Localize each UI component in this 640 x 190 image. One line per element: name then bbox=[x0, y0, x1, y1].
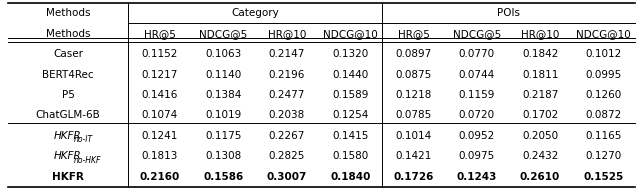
Text: 0.1175: 0.1175 bbox=[205, 131, 241, 141]
Text: 0.1019: 0.1019 bbox=[205, 110, 241, 120]
Text: 0.0952: 0.0952 bbox=[459, 131, 495, 141]
Text: 0.2825: 0.2825 bbox=[269, 151, 305, 161]
Text: 0.1525: 0.1525 bbox=[583, 172, 623, 182]
Text: 0.2050: 0.2050 bbox=[522, 131, 558, 141]
Text: Category: Category bbox=[231, 8, 279, 18]
Text: HR@5: HR@5 bbox=[397, 29, 429, 39]
Text: 0.1589: 0.1589 bbox=[332, 90, 369, 100]
Text: 0.1702: 0.1702 bbox=[522, 110, 558, 120]
Text: 0.1416: 0.1416 bbox=[141, 90, 178, 100]
Text: 0.1421: 0.1421 bbox=[396, 151, 432, 161]
Text: 0.3007: 0.3007 bbox=[267, 172, 307, 182]
Text: Methods: Methods bbox=[45, 29, 90, 39]
Text: 0.2187: 0.2187 bbox=[522, 90, 558, 100]
Text: 0.0770: 0.0770 bbox=[459, 49, 495, 59]
Text: 0.0720: 0.0720 bbox=[459, 110, 495, 120]
Text: no-IT: no-IT bbox=[73, 135, 92, 144]
Text: P5: P5 bbox=[61, 90, 74, 100]
Text: 0.1217: 0.1217 bbox=[141, 70, 178, 80]
Text: 0.1063: 0.1063 bbox=[205, 49, 241, 59]
Text: 0.1586: 0.1586 bbox=[203, 172, 243, 182]
Text: 0.1270: 0.1270 bbox=[585, 151, 621, 161]
Text: ChatGLM-6B: ChatGLM-6B bbox=[36, 110, 100, 120]
Text: NDCG@5: NDCG@5 bbox=[452, 29, 501, 39]
Text: 0.2610: 0.2610 bbox=[520, 172, 560, 182]
Text: NDCG@10: NDCG@10 bbox=[576, 29, 631, 39]
Text: HR@10: HR@10 bbox=[268, 29, 306, 39]
Text: HR@5: HR@5 bbox=[144, 29, 176, 39]
Text: 0.1152: 0.1152 bbox=[141, 49, 178, 59]
Text: POIs: POIs bbox=[497, 8, 520, 18]
Text: 0.1014: 0.1014 bbox=[396, 131, 432, 141]
Text: 0.0975: 0.0975 bbox=[459, 151, 495, 161]
Text: 0.1580: 0.1580 bbox=[332, 151, 369, 161]
Text: 0.2267: 0.2267 bbox=[269, 131, 305, 141]
Text: 0.0785: 0.0785 bbox=[396, 110, 432, 120]
Text: 0.1012: 0.1012 bbox=[585, 49, 621, 59]
Text: 0.1140: 0.1140 bbox=[205, 70, 241, 80]
Text: 0.1384: 0.1384 bbox=[205, 90, 241, 100]
Text: 0.1842: 0.1842 bbox=[522, 49, 558, 59]
Text: 0.1308: 0.1308 bbox=[205, 151, 241, 161]
Text: NDCG@5: NDCG@5 bbox=[199, 29, 248, 39]
Text: Caser: Caser bbox=[53, 49, 83, 59]
Text: HKFR: HKFR bbox=[54, 131, 82, 141]
Text: 0.1260: 0.1260 bbox=[585, 90, 621, 100]
Text: 0.1840: 0.1840 bbox=[330, 172, 371, 182]
Text: 0.1726: 0.1726 bbox=[394, 172, 434, 182]
Text: 0.1243: 0.1243 bbox=[457, 172, 497, 182]
Text: no-HKF: no-HKF bbox=[73, 155, 100, 165]
Text: HR@10: HR@10 bbox=[521, 29, 559, 39]
Text: 0.1254: 0.1254 bbox=[332, 110, 369, 120]
Text: 0.1415: 0.1415 bbox=[332, 131, 369, 141]
Text: 0.1320: 0.1320 bbox=[332, 49, 369, 59]
Text: 0.0995: 0.0995 bbox=[585, 70, 621, 80]
Text: 0.2432: 0.2432 bbox=[522, 151, 558, 161]
Text: 0.1811: 0.1811 bbox=[522, 70, 558, 80]
Text: HKFR: HKFR bbox=[54, 151, 82, 161]
Text: 0.1074: 0.1074 bbox=[141, 110, 178, 120]
Text: 0.1218: 0.1218 bbox=[396, 90, 432, 100]
Text: BERT4Rec: BERT4Rec bbox=[42, 70, 94, 80]
Text: 0.0875: 0.0875 bbox=[396, 70, 432, 80]
Text: 0.1440: 0.1440 bbox=[332, 70, 369, 80]
Text: Methods: Methods bbox=[45, 8, 90, 18]
Text: NDCG@10: NDCG@10 bbox=[323, 29, 378, 39]
Text: 0.1813: 0.1813 bbox=[141, 151, 178, 161]
Text: HKFR: HKFR bbox=[52, 172, 84, 182]
Text: 0.2196: 0.2196 bbox=[269, 70, 305, 80]
Text: 0.1165: 0.1165 bbox=[585, 131, 621, 141]
Text: 0.1159: 0.1159 bbox=[459, 90, 495, 100]
Text: 0.0872: 0.0872 bbox=[585, 110, 621, 120]
Text: 0.0744: 0.0744 bbox=[459, 70, 495, 80]
Text: 0.2147: 0.2147 bbox=[269, 49, 305, 59]
Text: 0.1241: 0.1241 bbox=[141, 131, 178, 141]
Text: 0.2160: 0.2160 bbox=[140, 172, 180, 182]
Text: 0.2038: 0.2038 bbox=[269, 110, 305, 120]
Text: 0.0897: 0.0897 bbox=[396, 49, 432, 59]
Text: 0.2477: 0.2477 bbox=[269, 90, 305, 100]
